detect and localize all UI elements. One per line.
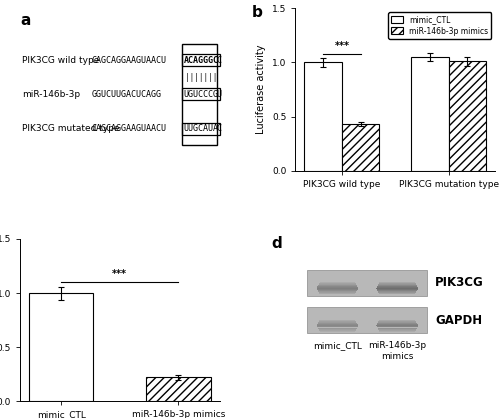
Text: UUGCAUA: UUGCAUA xyxy=(184,124,218,133)
FancyBboxPatch shape xyxy=(319,293,356,294)
Text: |||||||: ||||||| xyxy=(184,73,217,82)
FancyBboxPatch shape xyxy=(378,292,416,293)
FancyBboxPatch shape xyxy=(320,282,355,283)
FancyBboxPatch shape xyxy=(318,290,357,291)
FancyBboxPatch shape xyxy=(308,307,427,333)
Text: PIK3CG: PIK3CG xyxy=(435,276,484,289)
FancyBboxPatch shape xyxy=(318,292,356,293)
FancyBboxPatch shape xyxy=(376,289,418,290)
FancyBboxPatch shape xyxy=(318,291,356,292)
FancyBboxPatch shape xyxy=(317,286,358,287)
FancyBboxPatch shape xyxy=(318,284,356,285)
Text: b: b xyxy=(252,5,262,20)
FancyBboxPatch shape xyxy=(378,283,416,284)
FancyBboxPatch shape xyxy=(319,283,356,284)
FancyBboxPatch shape xyxy=(316,325,358,326)
FancyBboxPatch shape xyxy=(380,282,415,283)
FancyBboxPatch shape xyxy=(376,326,418,327)
FancyBboxPatch shape xyxy=(376,324,418,325)
Bar xyxy=(146,377,210,401)
FancyBboxPatch shape xyxy=(378,284,416,285)
Legend: mimic_CTL, miR-146b-3p mimics: mimic_CTL, miR-146b-3p mimics xyxy=(388,12,491,38)
Text: ***: *** xyxy=(334,41,349,51)
Text: mimic_CTL: mimic_CTL xyxy=(313,341,362,350)
Bar xyxy=(182,44,216,145)
Text: CAGCAGGAAGUAACU: CAGCAGGAAGUAACU xyxy=(92,56,167,65)
Text: GGUCUUGACUCAGG: GGUCUUGACUCAGG xyxy=(92,90,162,99)
Text: GAPDH: GAPDH xyxy=(435,314,482,326)
Bar xyxy=(411,57,449,171)
FancyBboxPatch shape xyxy=(378,321,416,322)
FancyBboxPatch shape xyxy=(318,285,357,286)
FancyBboxPatch shape xyxy=(318,328,357,329)
FancyBboxPatch shape xyxy=(379,293,416,294)
FancyBboxPatch shape xyxy=(376,325,418,326)
Text: C: C xyxy=(216,56,222,65)
FancyBboxPatch shape xyxy=(317,287,358,288)
FancyBboxPatch shape xyxy=(380,319,415,320)
FancyBboxPatch shape xyxy=(378,323,417,324)
Text: PIK3CG mutated type: PIK3CG mutated type xyxy=(22,124,120,133)
Text: ***: *** xyxy=(112,269,128,279)
Text: UGUCCCG: UGUCCCG xyxy=(184,90,218,99)
FancyBboxPatch shape xyxy=(377,286,418,287)
Text: U: U xyxy=(216,90,222,99)
Text: CAGCAGGAAGUAACU: CAGCAGGAAGUAACU xyxy=(92,124,167,133)
FancyBboxPatch shape xyxy=(319,320,356,321)
FancyBboxPatch shape xyxy=(378,285,416,286)
FancyBboxPatch shape xyxy=(376,288,418,289)
FancyBboxPatch shape xyxy=(318,321,356,322)
Text: ACAGGGC: ACAGGGC xyxy=(184,56,218,65)
FancyBboxPatch shape xyxy=(378,291,416,292)
FancyBboxPatch shape xyxy=(316,288,358,289)
FancyBboxPatch shape xyxy=(380,331,415,332)
FancyBboxPatch shape xyxy=(378,329,416,330)
FancyBboxPatch shape xyxy=(317,324,358,325)
FancyBboxPatch shape xyxy=(317,326,358,327)
Bar xyxy=(304,62,342,171)
FancyBboxPatch shape xyxy=(379,320,416,321)
FancyBboxPatch shape xyxy=(320,331,355,332)
Bar xyxy=(342,124,379,171)
FancyBboxPatch shape xyxy=(378,328,416,329)
Text: miR-146b-3p: miR-146b-3p xyxy=(22,90,80,99)
FancyBboxPatch shape xyxy=(319,330,356,331)
FancyBboxPatch shape xyxy=(318,323,357,324)
Y-axis label: Luciferase activity: Luciferase activity xyxy=(256,45,266,134)
FancyBboxPatch shape xyxy=(378,290,417,291)
FancyBboxPatch shape xyxy=(308,270,427,296)
Text: d: d xyxy=(272,236,282,251)
Text: a: a xyxy=(20,13,30,28)
Text: PIK3CG wild type: PIK3CG wild type xyxy=(22,56,100,65)
Text: miR-146b-3p
mimics: miR-146b-3p mimics xyxy=(368,341,426,361)
FancyBboxPatch shape xyxy=(318,329,356,330)
Bar xyxy=(29,293,94,401)
FancyBboxPatch shape xyxy=(378,330,416,331)
FancyBboxPatch shape xyxy=(317,289,358,290)
Bar xyxy=(448,61,486,171)
FancyBboxPatch shape xyxy=(318,322,356,323)
Text: C: C xyxy=(216,124,222,133)
FancyBboxPatch shape xyxy=(320,319,355,320)
FancyBboxPatch shape xyxy=(378,322,416,323)
FancyBboxPatch shape xyxy=(376,287,418,288)
